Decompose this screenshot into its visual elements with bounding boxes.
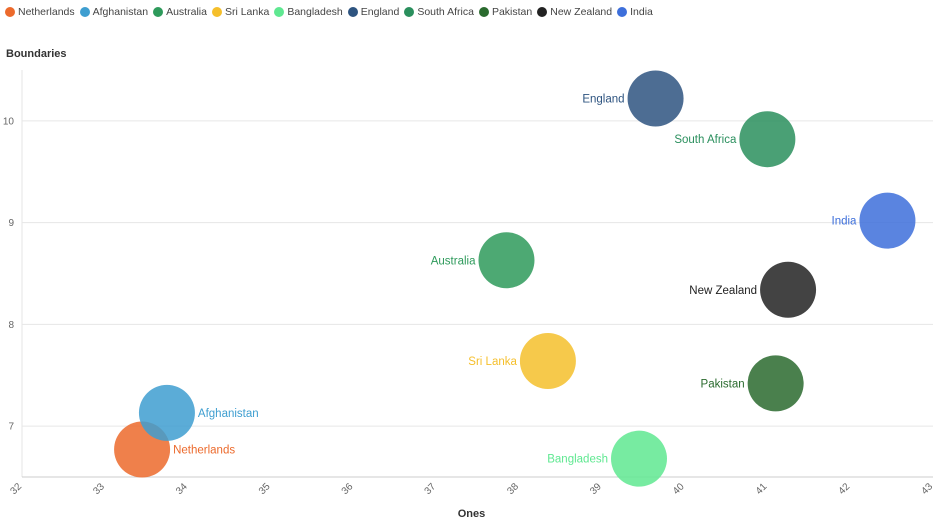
data-label-new-zealand: New Zealand	[689, 285, 757, 297]
y-axis-label: Boundaries	[6, 48, 67, 60]
legend-swatch	[274, 7, 285, 17]
x-tick-label: 33	[91, 481, 107, 497]
legend-item[interactable]: Bangladesh	[274, 6, 343, 18]
legend-label: Bangladesh	[287, 6, 343, 18]
legend-label: Pakistan	[491, 6, 533, 18]
y-tick-label: 7	[8, 422, 14, 433]
legend-label: India	[630, 6, 653, 18]
y-tick-label: 8	[8, 320, 14, 331]
bubble-bangladesh	[610, 430, 667, 487]
x-tick-label: 39	[588, 481, 604, 497]
bubble-new-zealand	[760, 261, 817, 318]
legend-label: Afghanistan	[92, 6, 149, 18]
bubble-sri-lanka	[519, 333, 576, 390]
chart-legend: Netherlands Afghanistan Australia Sri Lanka…	[5, 6, 658, 18]
x-tick-label: 34	[174, 481, 190, 497]
data-label-netherlands: Netherlands	[173, 445, 235, 457]
x-tick-label: 35	[257, 481, 273, 497]
legend-swatch	[537, 7, 548, 17]
legend-item[interactable]: Pakistan	[478, 6, 533, 18]
bubble-south-africa	[739, 111, 796, 168]
y-tick-label: 9	[8, 218, 14, 229]
bubble-pakistan	[747, 355, 804, 412]
x-tick-label: 41	[754, 481, 770, 497]
y-tick-label: 10	[3, 116, 15, 127]
legend-swatch	[211, 7, 222, 17]
legend-swatch	[478, 7, 489, 17]
data-label-sri-lanka: Sri Lanka	[468, 356, 517, 368]
legend-swatch	[617, 7, 628, 17]
legend-label: England	[360, 6, 400, 18]
legend-label: South Africa	[417, 6, 474, 18]
legend-swatch	[347, 7, 358, 17]
legend-label: New Zealand	[550, 6, 613, 18]
legend-item[interactable]: South Africa	[404, 6, 474, 18]
data-label-india: India	[832, 216, 858, 228]
data-label-south-africa: South Africa	[674, 134, 737, 146]
legend-label: Sri Lanka	[224, 6, 270, 18]
data-label-bangladesh: Bangladesh	[547, 454, 608, 466]
legend-item[interactable]: Australia	[153, 6, 207, 18]
legend-item[interactable]: India	[617, 6, 653, 18]
legend-swatch	[79, 7, 90, 17]
legend-item[interactable]: Netherlands	[5, 6, 75, 18]
data-label-pakistan: Pakistan	[701, 378, 745, 390]
bubble-australia	[478, 232, 535, 289]
legend-swatch	[153, 7, 164, 17]
data-label-england: England	[582, 93, 624, 105]
data-label-afghanistan: Afghanistan	[198, 408, 259, 420]
x-tick-label: 36	[340, 481, 356, 497]
legend-item[interactable]: Afghanistan	[79, 6, 149, 18]
x-tick-label: 40	[671, 481, 687, 497]
bubble-afghanistan	[138, 384, 195, 441]
legend-label: Australia	[166, 6, 207, 18]
data-label-australia: Australia	[431, 255, 476, 267]
bubble-india	[859, 192, 916, 249]
legend-item[interactable]: New Zealand	[537, 6, 612, 18]
legend-label: Netherlands	[18, 6, 75, 18]
x-tick-label: 43	[919, 481, 935, 497]
x-tick-label: 32	[8, 481, 24, 497]
legend-swatch	[404, 7, 415, 17]
x-tick-label: 38	[505, 481, 521, 497]
legend-swatch	[5, 7, 15, 17]
x-axis-label: Ones	[457, 508, 486, 520]
bubble-england	[627, 70, 684, 127]
x-tick-label: 37	[423, 481, 439, 497]
x-tick-label: 42	[837, 481, 853, 497]
legend-item[interactable]: Sri Lanka	[211, 6, 270, 18]
legend-item[interactable]: England	[347, 6, 400, 18]
